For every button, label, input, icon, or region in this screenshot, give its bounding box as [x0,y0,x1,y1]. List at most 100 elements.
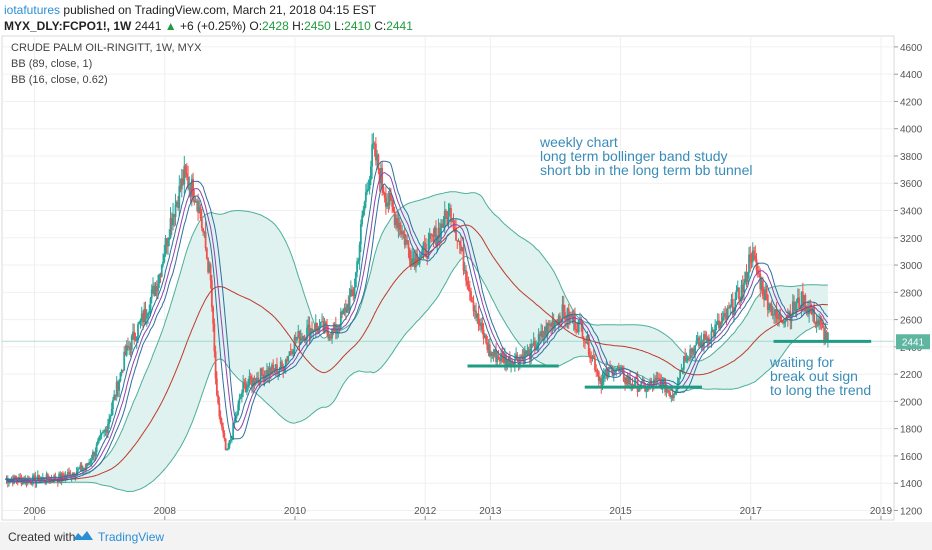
candle-body [685,360,688,362]
candle-body [596,371,599,373]
candle-body [128,346,131,348]
candle-body [751,250,754,262]
candle-body [549,323,551,326]
short-band-lower [5,183,829,484]
candle-body [271,364,273,375]
candle-body [43,477,45,482]
candle-body [500,352,502,362]
candle-body [711,329,714,332]
candle-body [637,387,640,392]
candle-body [660,380,663,390]
candle-body [478,323,481,326]
tradingview-link[interactable]: TradingView [98,530,165,544]
candle-body [735,290,738,299]
candle-body [81,469,84,471]
legend-bb-long: BB (89, close, 1) [11,58,92,70]
candle-body [791,301,794,316]
candle-body [364,192,367,203]
candle-body [521,355,524,358]
candle-body [342,308,345,315]
candle-body [383,192,386,198]
candle-body [89,462,92,464]
candle-body [723,313,725,318]
candle-body [470,291,472,301]
candle-body [105,429,108,433]
candle-body [612,373,615,377]
candle-body [150,289,153,299]
candle-body [460,245,462,251]
candle-body [215,378,218,396]
candle-body [183,165,186,185]
candle-body [581,323,584,338]
author-link[interactable]: iotafutures [4,3,61,17]
candle-body [217,395,220,404]
candle-body [287,355,290,361]
candle-body [629,377,631,385]
candle-body [405,239,407,245]
candle-body [94,452,97,457]
candle-body [545,327,548,336]
candle-body [163,254,166,262]
candle-body [143,308,146,323]
candle-body [569,314,571,323]
candle-body [724,313,727,315]
candle-body [160,265,163,277]
candle-body [611,367,614,377]
footer-bar: Created with TradingView [0,522,932,550]
price-axis[interactable]: 1200140016001800200022002400260028003000… [894,43,923,518]
candle-body [502,354,505,364]
candle-body [242,382,245,393]
candle-body [390,193,392,200]
candle-body [652,379,655,388]
candle-body [437,228,440,237]
y-tick-label: 4600 [900,43,923,54]
candle-body [172,214,174,226]
candle-body [272,364,275,369]
candle-body [361,215,364,225]
candle-body [671,395,674,399]
candle-body [505,355,507,366]
candle-body [681,369,684,371]
time-axis[interactable]: 2006 2008 2010 2012 2013 2015 2017 2019 [23,506,893,520]
candle-body [680,369,683,372]
indicator-lines [2,160,894,484]
candle-body [333,324,336,332]
candle-body [329,336,332,339]
open-value: 2428 [262,19,289,33]
candle-body [263,375,266,381]
candle-body [267,370,270,377]
candle-body [741,284,744,293]
candle-body [818,319,821,325]
candle-body [682,356,685,370]
price-chart[interactable]: 1200140016001800200022002400260028003000… [0,0,932,522]
candle-body [788,311,790,318]
candle-body [428,233,431,239]
candle-body [526,351,529,356]
candle-body [147,313,149,318]
candle-body [133,331,136,340]
candle-body [554,321,556,329]
candle-body [696,337,699,341]
candle-body [600,378,603,388]
candle-body [564,311,566,320]
candle-body [825,331,828,342]
candle-body [99,434,102,437]
candle-body [347,304,350,311]
candle-body [589,354,591,358]
candle-body [102,432,104,434]
candle-body [273,368,276,372]
candle-body [289,351,292,353]
candle-body [299,337,302,344]
candle-body [134,339,137,342]
last-price-tag-value: 2441 [902,337,925,348]
candle-body [770,303,773,316]
candle-body [506,360,509,366]
candle-body [655,377,658,380]
candle-body [625,377,628,384]
candle-body [223,432,226,439]
candle-body [656,377,659,379]
candle-body [227,448,230,450]
candle-body [125,345,128,356]
candle-body [356,261,358,273]
candle-body [312,329,315,332]
